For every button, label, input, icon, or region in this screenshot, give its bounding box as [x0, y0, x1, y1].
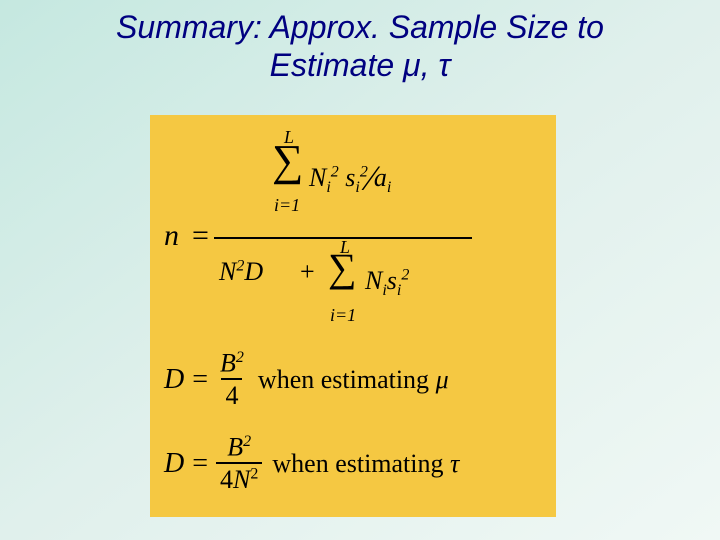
mu-symbol: μ — [436, 365, 449, 394]
den-s-sub: i — [397, 282, 401, 299]
numerator: Ni2 si2⁄ai — [309, 157, 391, 199]
denom-left: N2D — [219, 257, 263, 287]
equals-sign-2: = — [192, 364, 208, 396]
equals-sign: = — [192, 219, 209, 253]
num-a-sub: i — [387, 179, 391, 196]
sum-bot-lower: i=1 — [330, 305, 356, 326]
var-D: D — [164, 364, 184, 396]
sum-lower-limit: i=1 — [274, 195, 300, 216]
den-D: D — [244, 257, 263, 286]
num-s-sup: 2 — [360, 163, 368, 180]
den-N: N — [219, 257, 236, 286]
title-line-2: Estimate μ, τ — [270, 47, 451, 83]
den-Ni: N — [365, 266, 382, 295]
formula-panel: n = L ∑ i=1 Ni2 si2⁄ai N2D + L ∑ i=1 Nis… — [150, 115, 556, 517]
sigma-top: ∑ — [272, 135, 303, 186]
den-s-sup: 2 — [401, 266, 409, 283]
var-D-3: D — [164, 448, 184, 480]
sigma-bot: ∑ — [328, 244, 357, 291]
when-text-tau: when estimating τ — [272, 449, 459, 479]
slide-title: Summary: Approx. Sample Size to Estimate… — [0, 0, 720, 85]
when-text-mu: when estimating μ — [258, 365, 449, 395]
fraction-2: B2 4 — [216, 349, 248, 411]
var-n: n — [164, 219, 179, 253]
num-N-sub: i — [326, 179, 330, 196]
frac3-den: 4N2 — [216, 462, 262, 495]
tau-symbol: τ — [450, 449, 459, 478]
num-s: s — [345, 163, 355, 192]
fraction-3: B2 4N2 — [216, 433, 262, 495]
num-a: a — [374, 163, 387, 192]
title-line-1: Summary: Approx. Sample Size to — [116, 9, 604, 45]
denom-right: Nisi2 — [365, 266, 409, 300]
num-N-sup: 2 — [331, 163, 339, 180]
num-s-sub: i — [355, 179, 359, 196]
equals-sign-3: = — [192, 448, 208, 480]
den-s: s — [387, 266, 397, 295]
frac3-num: B2 — [223, 433, 255, 462]
num-N: N — [309, 163, 326, 192]
plus-sign: + — [300, 257, 315, 287]
frac2-den: 4 — [221, 378, 242, 411]
equation-d-mu: D = B2 4 when estimating μ — [164, 349, 449, 411]
equation-n: n = L ∑ i=1 Ni2 si2⁄ai N2D + L ∑ i=1 Nis… — [164, 129, 484, 329]
frac2-num: B2 — [216, 349, 248, 378]
equation-d-tau: D = B2 4N2 when estimating τ — [164, 433, 459, 495]
